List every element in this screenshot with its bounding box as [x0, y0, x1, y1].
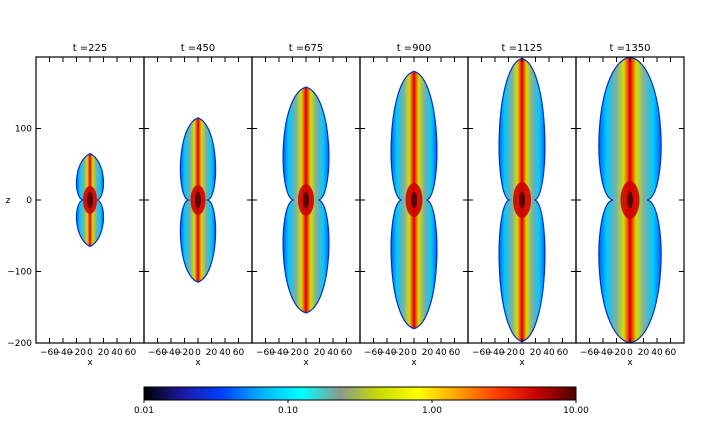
- x-tick-label: −20: [391, 348, 410, 358]
- colorbar-tick-label: 10.00: [563, 406, 589, 416]
- panel-3: t =675 −60−40−20 0 20 40 60 x: [251, 43, 361, 368]
- x-tick-label: 40: [651, 348, 663, 358]
- z-axis-label: z: [6, 196, 11, 206]
- jet-core-center: [195, 192, 201, 208]
- x-tick-label: −60: [364, 348, 383, 358]
- x-tick-label: 60: [341, 348, 353, 358]
- x-tick-label: −40: [270, 348, 289, 358]
- x-tick-label: 20: [530, 348, 542, 358]
- x-tick-label: 40: [111, 348, 123, 358]
- x-tick-label: 60: [449, 348, 461, 358]
- panel-title: t =1125: [502, 43, 543, 54]
- x-axis-label: x: [411, 358, 417, 368]
- z-tick-label: −100: [7, 268, 32, 278]
- x-tick-label: −40: [162, 348, 181, 358]
- x-tick-label: 40: [543, 348, 555, 358]
- x-tick-label: −60: [148, 348, 167, 358]
- x-tick-label: 0: [303, 348, 309, 358]
- x-tick-label: 60: [665, 348, 677, 358]
- x-tick-label: 60: [557, 348, 569, 358]
- colorbar-gradient: [143, 386, 577, 401]
- x-axis-label: x: [303, 358, 309, 368]
- panel-title: t =225: [73, 43, 108, 54]
- jet-core-center: [627, 192, 633, 208]
- x-tick-label: 0: [195, 348, 201, 358]
- x-tick-label: 20: [314, 348, 326, 358]
- x-tick-label: 0: [519, 348, 525, 358]
- x-tick-label: 0: [87, 348, 93, 358]
- x-axis-label: x: [519, 358, 525, 368]
- x-tick-label: 20: [638, 348, 650, 358]
- panel-2: t =450 −60−40−20 0 20 40 60 x: [143, 43, 253, 368]
- z-tick-label: 100: [15, 125, 32, 135]
- x-tick-label: −40: [594, 348, 613, 358]
- z-tick-label: −200: [7, 339, 32, 349]
- panel-title: t =900: [397, 43, 432, 54]
- x-tick-label: −20: [175, 348, 194, 358]
- x-tick-label: 60: [233, 348, 245, 358]
- x-tick-label: 0: [627, 348, 633, 358]
- x-tick-label: −20: [499, 348, 518, 358]
- x-tick-label: −20: [67, 348, 86, 358]
- x-tick-label: 40: [327, 348, 339, 358]
- jet-core-center: [519, 192, 525, 208]
- colorbar-tick-label: 0.01: [134, 406, 154, 416]
- x-axis-label: x: [195, 358, 201, 368]
- x-tick-label: 20: [98, 348, 110, 358]
- z-tick-label: 0: [26, 196, 32, 206]
- x-tick-label: −60: [256, 348, 275, 358]
- x-tick-label: 40: [435, 348, 447, 358]
- x-tick-label: 40: [219, 348, 231, 358]
- panel-5: t =1125 −60−40−20 0 20 40 60 x: [467, 43, 577, 368]
- x-tick-label: −40: [486, 348, 505, 358]
- panel-title: t =1350: [610, 43, 651, 54]
- x-tick-label: −40: [54, 348, 73, 358]
- jet-core-center: [411, 192, 417, 208]
- panel-4: t =900 −60−40−20 0 20 40 60 x: [359, 43, 469, 368]
- panel-title: t =675: [289, 43, 324, 54]
- jet-core-center: [87, 192, 93, 208]
- panel-title: t =450: [181, 43, 216, 54]
- panel-6: t =1350 −60−40−20 0 20 40 60 x: [575, 43, 685, 368]
- colorbar: 0.01 0.10 1.00 10.00: [134, 386, 589, 416]
- x-tick-label: −60: [40, 348, 59, 358]
- x-axis-label: x: [87, 358, 93, 368]
- x-tick-label: −40: [378, 348, 397, 358]
- x-tick-label: 0: [411, 348, 417, 358]
- colorbar-tick-label: 0.10: [278, 406, 298, 416]
- jet-core-center: [303, 192, 309, 208]
- x-tick-label: −60: [580, 348, 599, 358]
- x-tick-label: 60: [125, 348, 137, 358]
- x-tick-label: −20: [607, 348, 626, 358]
- x-tick-label: 20: [422, 348, 434, 358]
- colorbar-tick-label: 1.00: [422, 406, 442, 416]
- x-tick-label: −60: [472, 348, 491, 358]
- panel-1: t =225 −60−40−20 0 20 40 60 x: [35, 43, 145, 368]
- x-tick-label: −20: [283, 348, 302, 358]
- x-axis-label: x: [627, 358, 633, 368]
- x-tick-label: 20: [206, 348, 218, 358]
